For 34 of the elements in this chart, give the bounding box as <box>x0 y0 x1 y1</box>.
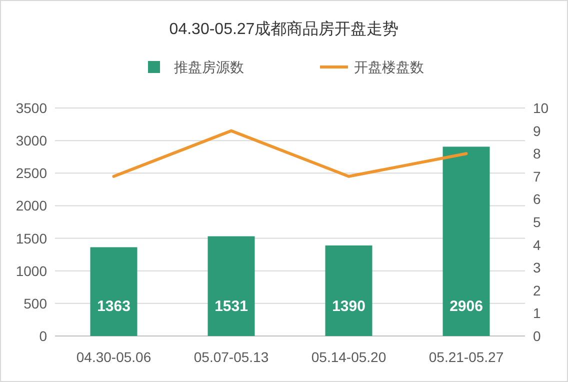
x-tick-label: 05.14-05.20 <box>311 349 386 365</box>
data-label: 1390 <box>332 298 366 315</box>
y-tick-label: 2000 <box>16 198 48 214</box>
bar <box>90 247 138 336</box>
y2-tick-label: 8 <box>533 146 541 162</box>
y-tick-label: 3500 <box>16 100 48 116</box>
bar <box>325 245 372 336</box>
data-label: 1531 <box>214 298 248 315</box>
y-tick-label: 1000 <box>16 262 48 279</box>
y-tick-label: 0 <box>39 328 48 344</box>
data-label: 2906 <box>450 298 483 315</box>
bar <box>208 236 255 336</box>
bar <box>442 146 490 336</box>
x-tick-label: 05.21-05.27 <box>428 349 504 365</box>
y-tick-label: 2500 <box>16 165 48 182</box>
y-tick-label: 3000 <box>16 132 48 149</box>
legend-label: 推盘房源数 <box>174 59 244 75</box>
y2-tick-label: 10 <box>533 100 549 116</box>
y2-tick-label: 2 <box>533 282 541 298</box>
x-tick-label: 04.30-05.06 <box>76 349 152 365</box>
y2-tick-label: 3 <box>533 260 541 276</box>
x-tick-label: 05.07-05.13 <box>194 349 269 365</box>
y-tick-label: 500 <box>24 295 48 312</box>
y2-tick-label: 1 <box>533 305 541 322</box>
y2-tick-label: 4 <box>533 236 541 253</box>
y2-tick-label: 7 <box>533 168 541 184</box>
y2-tick-label: 0 <box>533 328 541 344</box>
chart-title: 04.30-05.27成都商品房开盘走势 <box>169 20 399 38</box>
legend-label: 开盘楼盘数 <box>354 59 424 75</box>
y2-tick-label: 6 <box>533 191 541 208</box>
y2-tick-label: 5 <box>533 214 541 230</box>
y-tick-label: 1500 <box>16 230 48 246</box>
data-label: 1363 <box>97 298 130 315</box>
y2-tick-label: 9 <box>533 122 541 139</box>
